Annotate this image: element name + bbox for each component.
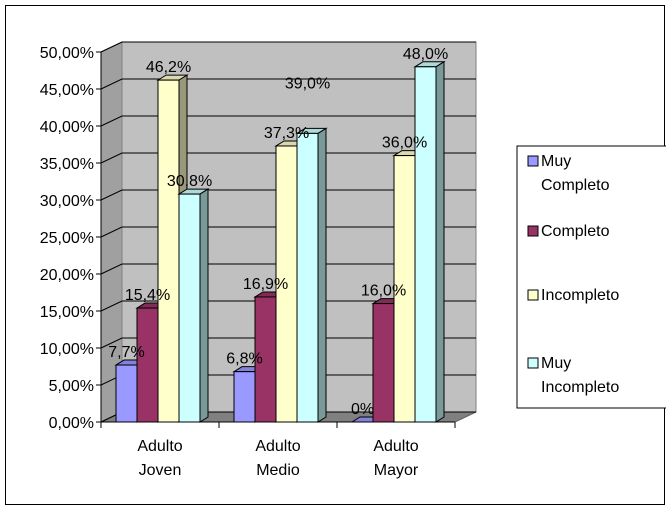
data-label: 36,0% xyxy=(382,135,427,152)
x-category-label: Mayor xyxy=(374,462,419,479)
x-category-label: Adulto xyxy=(373,438,418,455)
bar xyxy=(296,132,319,423)
data-label: 16,0% xyxy=(361,283,406,300)
legend-box xyxy=(516,145,666,409)
y-tick-label: 50,00% xyxy=(40,45,94,62)
gridline xyxy=(100,152,476,164)
bar xyxy=(157,79,180,423)
bar xyxy=(178,193,201,423)
y-tick-label: 35,00% xyxy=(40,156,94,173)
bar xyxy=(372,303,395,423)
bar xyxy=(115,364,138,423)
x-category-label: Adulto xyxy=(137,438,182,455)
data-label: 30,8% xyxy=(167,173,212,190)
data-label: 46,2% xyxy=(146,59,191,76)
y-tick-label: 40,00% xyxy=(40,119,94,136)
legend-swatch xyxy=(527,357,539,369)
gridline xyxy=(100,41,476,53)
bar xyxy=(414,66,437,423)
bar xyxy=(233,371,256,423)
gridline xyxy=(100,115,476,127)
bar-side xyxy=(317,127,327,423)
y-tick-label: 5,00% xyxy=(49,378,94,395)
legend-swatch xyxy=(527,289,539,301)
bar-chart: 0,00% 5,00% 10,00% 15,00% 20,00% 25,00% 30,00%… xyxy=(40,41,666,479)
y-tick-label: 0,00% xyxy=(49,415,94,432)
gridline xyxy=(100,226,476,238)
y-tick-label: 20,00% xyxy=(40,267,94,284)
legend-swatch xyxy=(527,155,539,167)
legend-label: Muy xyxy=(541,153,571,170)
y-tick-label: 45,00% xyxy=(40,82,94,99)
legend-label: Incompleto xyxy=(541,287,619,304)
gridline xyxy=(100,263,476,275)
legend-swatch xyxy=(527,225,539,237)
y-tick-label: 25,00% xyxy=(40,230,94,247)
chart-frame: 0,00% 5,00% 10,00% 15,00% 20,00% 25,00% 30,00%… xyxy=(5,5,666,505)
x-category-label: Joven xyxy=(139,462,182,479)
data-label: 15,4% xyxy=(125,287,170,304)
bar xyxy=(136,307,159,423)
data-label: 16,9% xyxy=(243,276,288,293)
legend-label: Completo xyxy=(541,223,610,240)
bar-side xyxy=(199,188,209,423)
data-label: 39,0% xyxy=(285,75,330,92)
y-tick-label: 15,00% xyxy=(40,304,94,321)
legend-label: Muy xyxy=(541,355,571,372)
data-label: 6,8% xyxy=(226,351,262,368)
x-category-label: Adulto xyxy=(255,438,300,455)
legend-label: Incompleto xyxy=(541,379,619,396)
gridline xyxy=(100,300,476,312)
y-tick-label: 10,00% xyxy=(40,341,94,358)
data-label: 37,3% xyxy=(264,125,309,142)
data-label: 7,7% xyxy=(108,344,144,361)
gridline xyxy=(100,337,476,349)
x-category-label: Medio xyxy=(256,462,300,479)
y-tick-label: 30,00% xyxy=(40,193,94,210)
gridline xyxy=(100,189,476,201)
data-label: 0% xyxy=(351,401,374,418)
legend-label: Completo xyxy=(541,177,610,194)
data-label: 48,0% xyxy=(403,46,448,63)
gridline xyxy=(100,78,476,90)
bar-side xyxy=(435,60,445,423)
